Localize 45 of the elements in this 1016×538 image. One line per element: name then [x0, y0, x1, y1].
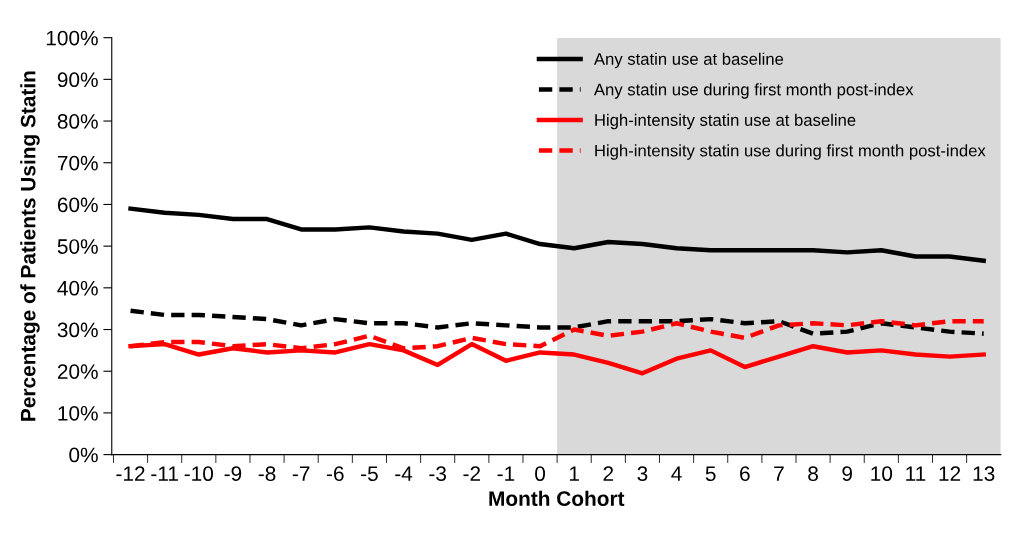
- x-tick-label: 2: [603, 466, 614, 481]
- x-axis-title: Month Cohort: [489, 490, 625, 506]
- x-tick-label: 0: [535, 466, 546, 482]
- legend-label: High-intensity statin use during first month post-index: [595, 144, 986, 160]
- y-axis-title: Percentage of Patients Using Statin: [20, 71, 40, 421]
- x-tick-label: 13: [973, 466, 995, 482]
- x-tick-label: -11: [151, 466, 178, 481]
- line-series: [128, 206, 986, 263]
- x-tick-label: -12: [116, 466, 145, 481]
- x-tick-label: -4: [395, 466, 413, 481]
- legend-label: Any statin use during first month post-index: [593, 83, 914, 99]
- x-tick-label: 7: [774, 466, 784, 481]
- x-tick-label: 6: [740, 466, 750, 482]
- y-tick-label: 100%: [46, 30, 98, 46]
- x-tick-label: 8: [808, 466, 818, 482]
- legend-label: Any statin use at baseline: [593, 52, 784, 69]
- y-tick-label: 60%: [57, 197, 98, 213]
- y-tick-label: 50%: [57, 239, 98, 254]
- line-series: [128, 308, 986, 336]
- x-tick-label: 1: [569, 466, 579, 481]
- x-tick-label: 10: [871, 466, 893, 482]
- y-tick-label: 20%: [57, 364, 98, 379]
- y-tick-label: 90%: [57, 72, 98, 88]
- x-tick-label: 5: [705, 466, 716, 482]
- x-tick-label: -6: [326, 466, 344, 482]
- y-tick-label: 80%: [57, 114, 98, 129]
- x-tick-label: 12: [939, 466, 961, 481]
- y-tick-label: 40%: [57, 280, 98, 296]
- y-tick-label: 10%: [58, 405, 98, 421]
- y-tick-label: 30%: [57, 322, 98, 338]
- x-tick-label: -8: [258, 466, 276, 482]
- x-tick-label: 11: [906, 466, 926, 481]
- y-tick-label: 0%: [69, 447, 98, 463]
- x-tick-label: -5: [361, 466, 378, 482]
- x-tick-label: -9: [224, 466, 242, 482]
- legend-label: High-intensity statin use at baseline: [595, 113, 856, 130]
- y-tick-label: 70%: [57, 155, 98, 171]
- x-tick-label: 3: [637, 466, 648, 482]
- x-tick-label: 4: [671, 466, 682, 481]
- x-tick-label: -1: [497, 466, 515, 481]
- x-tick-label: 9: [842, 466, 852, 482]
- x-tick-label: -7: [292, 466, 310, 481]
- x-tick-label: -10: [184, 466, 214, 482]
- x-tick-label: -2: [463, 466, 481, 481]
- x-tick-label: -3: [429, 466, 447, 482]
